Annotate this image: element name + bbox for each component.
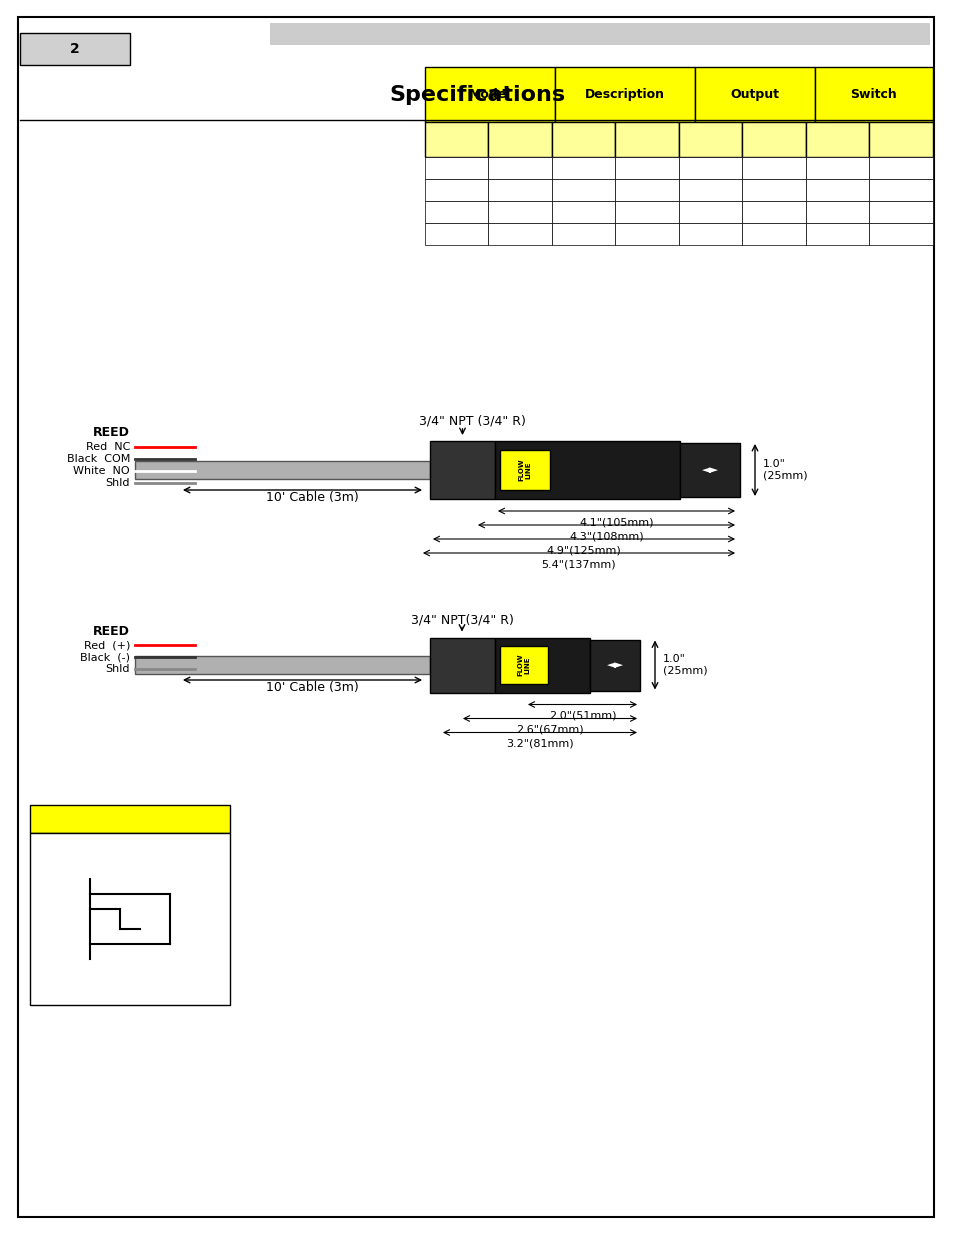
- Text: 2.0"(51mm): 2.0"(51mm): [548, 710, 616, 720]
- Bar: [430, 441, 495, 499]
- Bar: [741, 157, 805, 179]
- Bar: [741, 179, 805, 201]
- Bar: [615, 224, 679, 245]
- Text: REED: REED: [93, 625, 130, 637]
- Bar: [679, 224, 741, 245]
- Bar: [615, 201, 679, 224]
- Bar: [495, 441, 679, 499]
- Text: 10' Cable (3m): 10' Cable (3m): [266, 680, 358, 694]
- Text: Black  (-): Black (-): [80, 652, 130, 662]
- Bar: [679, 201, 741, 224]
- Bar: [135, 461, 430, 479]
- Text: Red  (+): Red (+): [84, 640, 130, 650]
- Text: Black  COM: Black COM: [67, 454, 130, 464]
- Text: 4.1"(105mm): 4.1"(105mm): [578, 517, 653, 527]
- Bar: [552, 224, 615, 245]
- Bar: [30, 832, 230, 1005]
- Text: 3/4" NPT(3/4" R): 3/4" NPT(3/4" R): [410, 613, 513, 626]
- Bar: [679, 122, 741, 157]
- Text: 2.6"(67mm): 2.6"(67mm): [516, 725, 583, 735]
- Bar: [868, 157, 932, 179]
- Bar: [615, 179, 679, 201]
- Bar: [30, 805, 230, 832]
- Bar: [741, 122, 805, 157]
- Bar: [814, 67, 932, 122]
- Text: ◄►: ◄►: [700, 466, 718, 475]
- Bar: [805, 157, 868, 179]
- Bar: [615, 122, 679, 157]
- Text: Model: Model: [468, 88, 511, 101]
- Text: 4.3"(108mm): 4.3"(108mm): [569, 531, 643, 541]
- Text: Red  NC: Red NC: [86, 442, 130, 452]
- Text: 1.0"
(25mm): 1.0" (25mm): [762, 459, 807, 480]
- Bar: [488, 201, 552, 224]
- Text: Shld: Shld: [106, 478, 130, 488]
- Bar: [424, 224, 488, 245]
- Bar: [488, 179, 552, 201]
- Bar: [741, 201, 805, 224]
- Bar: [805, 201, 868, 224]
- Bar: [805, 179, 868, 201]
- Bar: [868, 122, 932, 157]
- Bar: [495, 637, 589, 693]
- Text: 4.9"(125mm): 4.9"(125mm): [546, 545, 620, 555]
- Bar: [499, 450, 550, 490]
- Text: FLOW
LINE: FLOW LINE: [518, 458, 531, 482]
- Bar: [488, 122, 552, 157]
- Bar: [488, 224, 552, 245]
- Text: Shld: Shld: [106, 664, 130, 674]
- Bar: [488, 157, 552, 179]
- Text: REED: REED: [93, 426, 130, 438]
- Bar: [424, 201, 488, 224]
- Bar: [552, 122, 615, 157]
- Text: 1.0"
(25mm): 1.0" (25mm): [662, 655, 707, 676]
- Bar: [868, 201, 932, 224]
- Text: FLOW
LINE: FLOW LINE: [517, 653, 530, 677]
- Text: Output: Output: [730, 88, 779, 101]
- Bar: [552, 179, 615, 201]
- Bar: [552, 157, 615, 179]
- Bar: [270, 23, 929, 44]
- Text: White  NO: White NO: [73, 466, 130, 475]
- Bar: [868, 179, 932, 201]
- Bar: [679, 157, 741, 179]
- Text: 10' Cable (3m): 10' Cable (3m): [266, 490, 358, 504]
- Bar: [679, 443, 740, 496]
- Text: ◄►: ◄►: [606, 659, 623, 671]
- Bar: [552, 201, 615, 224]
- Bar: [20, 33, 130, 65]
- Text: Description: Description: [584, 88, 664, 101]
- Bar: [679, 179, 741, 201]
- Text: 5.4"(137mm): 5.4"(137mm): [541, 559, 616, 569]
- Bar: [499, 646, 547, 684]
- Text: 2: 2: [71, 42, 80, 56]
- Text: 3.2"(81mm): 3.2"(81mm): [506, 739, 573, 748]
- Text: 3/4" NPT (3/4" R): 3/4" NPT (3/4" R): [418, 415, 525, 427]
- Bar: [805, 122, 868, 157]
- Bar: [424, 67, 555, 122]
- Bar: [424, 179, 488, 201]
- Bar: [424, 122, 488, 157]
- Bar: [589, 640, 639, 690]
- Bar: [430, 637, 495, 693]
- Bar: [741, 224, 805, 245]
- Bar: [615, 157, 679, 179]
- Bar: [135, 656, 430, 674]
- Bar: [424, 157, 488, 179]
- Text: Switch: Switch: [850, 88, 897, 101]
- Bar: [805, 224, 868, 245]
- Bar: [555, 67, 695, 122]
- Bar: [695, 67, 814, 122]
- Text: Specifications: Specifications: [389, 85, 564, 105]
- Bar: [868, 224, 932, 245]
